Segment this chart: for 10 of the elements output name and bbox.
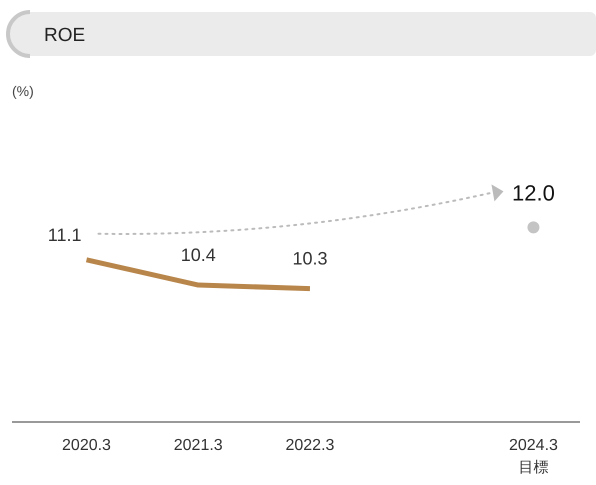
x-tick-label: 2020.3 xyxy=(62,437,112,454)
data-label: 12.0 xyxy=(512,180,555,206)
x-tick-label: 2022.3 xyxy=(286,437,335,454)
x-tick-label: 2024.3 目標 xyxy=(508,437,558,476)
data-label: 10.4 xyxy=(180,245,216,266)
x-tick-label: 2021.3 xyxy=(174,437,223,454)
text: (%) xyxy=(12,83,34,99)
data-label: 10.3 xyxy=(292,248,328,269)
chart-title: ROE xyxy=(44,25,86,46)
data-label: 11.1 xyxy=(48,224,82,245)
